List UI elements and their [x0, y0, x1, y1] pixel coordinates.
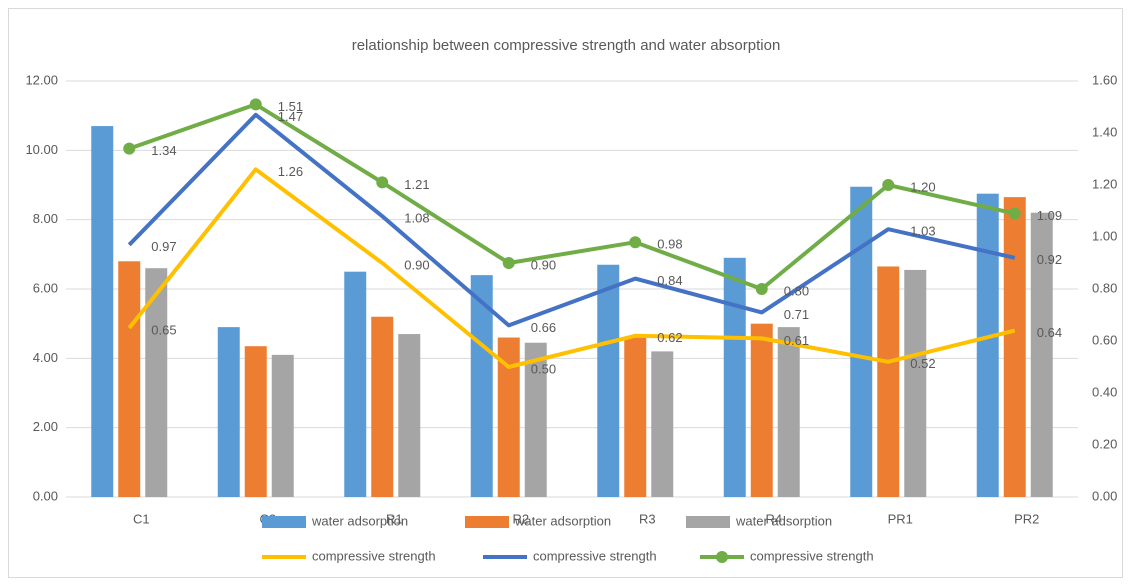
y-tick-label: 0.00	[33, 488, 58, 503]
data-label: 1.08	[404, 211, 429, 226]
line-marker	[629, 236, 642, 249]
data-label: 1.20	[910, 179, 935, 194]
bar	[217, 327, 240, 497]
y-tick-label: 4.00	[33, 350, 58, 365]
x-tick-label: PR2	[1014, 511, 1039, 526]
data-label: 0.65	[151, 322, 176, 337]
line-marker	[123, 142, 136, 155]
legend-label: compressive strength	[750, 548, 874, 563]
y2-tick-label: 0.80	[1092, 280, 1117, 295]
x-tick-label: R2	[512, 511, 529, 526]
bar	[597, 264, 620, 497]
y-tick-label: 2.00	[33, 419, 58, 434]
data-label: 1.51	[278, 99, 303, 114]
data-label: 0.90	[531, 257, 556, 272]
x-tick-label: PR1	[888, 511, 913, 526]
line	[127, 167, 1016, 369]
data-label: 0.80	[784, 283, 809, 298]
bar	[904, 269, 927, 497]
bar	[651, 351, 674, 497]
y-tick-label: 6.00	[33, 280, 58, 295]
line-marker	[755, 283, 768, 295]
data-label: 0.97	[151, 239, 176, 254]
x-tick-label: R3	[639, 511, 656, 526]
bar	[777, 327, 800, 497]
data-label: 0.62	[657, 330, 682, 345]
bar	[850, 186, 873, 497]
bar	[91, 126, 114, 498]
bar	[145, 268, 168, 497]
y2-tick-label: 1.40	[1092, 124, 1117, 139]
bar	[118, 261, 141, 497]
x-tick-label: R1	[386, 511, 403, 526]
legend-label: compressive strength	[312, 548, 436, 563]
legend-marker	[716, 551, 728, 563]
legend-label: water adsorption	[735, 513, 832, 528]
line-marker	[882, 179, 895, 191]
data-label: 1.47	[278, 109, 303, 124]
data-label: 0.66	[531, 320, 556, 335]
x-tick-label: R4	[765, 511, 782, 526]
data-label: 0.90	[404, 257, 429, 272]
y-tick-label: 8.00	[33, 211, 58, 226]
data-label: 1.03	[910, 224, 935, 239]
bar	[497, 337, 520, 497]
y2-tick-label: 0.40	[1092, 384, 1117, 399]
bar	[271, 354, 294, 497]
data-label: 1.34	[151, 143, 176, 158]
y2-tick-label: 1.00	[1092, 228, 1117, 243]
line	[128, 102, 1016, 291]
bar	[976, 193, 999, 497]
bar	[524, 342, 547, 497]
data-label: 0.71	[784, 307, 809, 322]
bar	[1003, 197, 1026, 497]
bar	[624, 337, 647, 497]
bar	[877, 266, 900, 497]
data-label: 1.09	[1037, 208, 1062, 223]
bar	[470, 275, 493, 497]
legend-label: compressive strength	[533, 548, 657, 563]
bar	[750, 323, 773, 497]
y2-tick-label: 0.20	[1092, 436, 1117, 451]
data-label: 0.50	[531, 361, 556, 376]
data-label: 0.61	[784, 333, 809, 348]
line	[127, 112, 1016, 328]
chart-title: relationship between compressive strengt…	[352, 37, 781, 54]
y-tick-label: 10.00	[25, 142, 58, 157]
data-label: 1.21	[404, 177, 429, 192]
legend-swatch	[262, 516, 306, 528]
chart-border	[8, 8, 1123, 578]
legend-label: water adsorption	[514, 513, 611, 528]
bar	[1030, 212, 1053, 497]
y2-tick-label: 0.00	[1092, 488, 1117, 503]
data-label: 1.26	[278, 164, 303, 179]
legend-label: water adsorption	[311, 513, 408, 528]
data-label: 0.64	[1037, 325, 1062, 340]
y2-tick-label: 0.60	[1092, 332, 1117, 347]
bar	[723, 257, 746, 497]
y-tick-label: 12.00	[25, 72, 58, 87]
data-label: 0.92	[1037, 252, 1062, 267]
legend-swatch	[686, 516, 730, 528]
line-marker	[249, 98, 262, 111]
bar	[244, 346, 267, 497]
x-tick-label: C1	[133, 511, 150, 526]
line-marker	[376, 176, 389, 189]
line-marker	[502, 257, 515, 269]
y2-tick-label: 1.60	[1092, 72, 1117, 87]
bar	[344, 271, 367, 497]
data-label: 0.52	[910, 356, 935, 371]
legend-swatch	[465, 516, 509, 528]
data-label: 0.84	[657, 273, 682, 288]
bar	[398, 334, 421, 497]
data-label: 0.98	[657, 237, 682, 252]
y2-tick-label: 1.20	[1092, 176, 1117, 191]
bar	[371, 316, 394, 497]
line-marker	[1008, 207, 1021, 220]
